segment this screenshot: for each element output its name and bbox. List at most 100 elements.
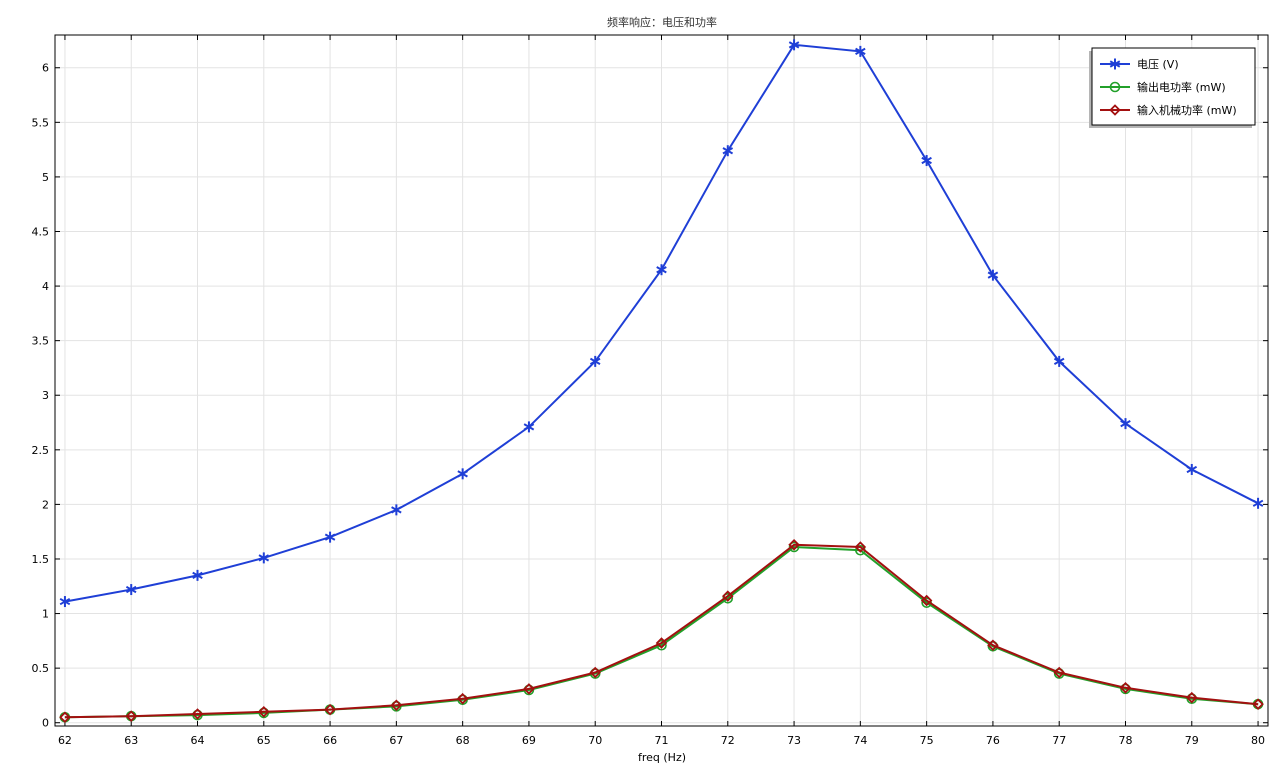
- y-tick-label: 3: [42, 389, 49, 402]
- star-stroke: [391, 506, 402, 514]
- data-point-diamond: [854, 541, 867, 553]
- y-tick-label: 3.5: [32, 335, 50, 348]
- data-point-star: [59, 596, 71, 608]
- data-point-star: [258, 552, 270, 564]
- x-tick-label: 69: [522, 734, 536, 747]
- star-stroke: [788, 41, 800, 49]
- data-point-star: [125, 584, 137, 596]
- y-tick-label: 5: [42, 171, 49, 184]
- x-tick-label: 66: [323, 734, 337, 747]
- data-point-star: [1186, 463, 1198, 475]
- data-point-star: [921, 155, 932, 167]
- y-tick-label: 5.5: [32, 116, 50, 129]
- data-point-circle: [788, 541, 800, 553]
- data-point-diamond: [258, 706, 270, 718]
- x-tick-label: 79: [1185, 734, 1199, 747]
- x-tick-label: 76: [986, 734, 1000, 747]
- chart-title: 频率响应：电压和功率: [607, 15, 717, 29]
- data-point-star: [656, 264, 667, 276]
- data-point-diamond: [1053, 666, 1065, 679]
- data-point-diamond: [59, 711, 71, 724]
- y-tick-label: 4: [42, 280, 49, 293]
- data-point-diamond: [125, 710, 137, 722]
- x-tick-label: 62: [58, 734, 72, 747]
- legend-item: 电压 (V): [1100, 58, 1179, 71]
- y-tick-label: 0.5: [32, 662, 50, 675]
- star-stroke: [1053, 357, 1065, 366]
- x-tick-label: 73: [787, 734, 801, 747]
- series-3: [59, 539, 1264, 724]
- series-line: [64, 543, 1259, 719]
- grid-lines: [55, 35, 1268, 726]
- star-stroke: [192, 571, 203, 579]
- x-tick-label: 77: [1052, 734, 1066, 747]
- x-tick-label: 80: [1251, 734, 1265, 747]
- data-point-star: [1109, 58, 1121, 70]
- y-tick-label: 4.5: [32, 225, 50, 238]
- star-stroke: [457, 470, 468, 478]
- legend-item: 输出电功率 (mW): [1100, 80, 1226, 94]
- data-point-diamond: [456, 692, 469, 705]
- star-stroke: [258, 554, 270, 562]
- data-point-star: [457, 468, 468, 480]
- y-tick-label: 0: [42, 717, 49, 730]
- data-point-star: [589, 355, 601, 367]
- x-tick-label: 74: [853, 734, 867, 747]
- star-stroke: [59, 597, 71, 606]
- star-stroke: [921, 156, 932, 165]
- data-point-diamond: [324, 703, 336, 716]
- data-point-diamond: [722, 590, 734, 602]
- star-stroke: [125, 585, 137, 594]
- x-tick-label: 63: [124, 734, 138, 747]
- data-point-star: [192, 569, 203, 581]
- star-stroke: [523, 423, 535, 431]
- series-line: [64, 545, 1259, 719]
- data-point-star: [1120, 418, 1131, 430]
- x-axis-label: freq (Hz): [638, 751, 686, 764]
- data-point-star: [523, 421, 535, 433]
- y-tick-label: 6: [42, 62, 49, 75]
- star-stroke: [1109, 60, 1121, 68]
- legend: 电压 (V) 输出电功率 (mW) 输入机械功率 (mW): [1089, 47, 1256, 128]
- star-stroke: [1186, 465, 1198, 474]
- data-point-diamond: [390, 699, 403, 712]
- legend-item: 输入机械功率 (mW): [1100, 103, 1237, 117]
- y-tick-label: 1: [42, 608, 49, 621]
- star-stroke: [1120, 420, 1131, 428]
- star-stroke: [987, 271, 999, 279]
- x-axis: 62 63 64 65 66 67 68 69 70 71 72 73 74 75 76 77 78 79 80: [58, 35, 1265, 747]
- y-tick-label: 2: [42, 498, 49, 511]
- y-tick-label: 1.5: [32, 553, 50, 566]
- data-point-diamond: [920, 594, 933, 607]
- x-tick-label: 75: [920, 734, 934, 747]
- data-point-star: [1053, 355, 1065, 367]
- star-stroke: [722, 147, 734, 155]
- data-point-diamond: [1119, 682, 1132, 694]
- data-point-diamond: [191, 708, 204, 720]
- legend-label: 输入机械功率 (mW): [1137, 103, 1237, 117]
- data-point-star: [987, 269, 999, 281]
- series-1: [59, 39, 1264, 608]
- data-point-star: [1252, 497, 1264, 509]
- series-layer: [59, 39, 1264, 724]
- data-point-diamond: [589, 666, 601, 679]
- star-stroke: [324, 533, 336, 541]
- y-axis: 0 0.5 1 1.5 2 2.5 3 3.5 4 4.5 5 5.5 6: [32, 62, 1268, 730]
- data-point-diamond: [523, 683, 535, 695]
- x-tick-label: 70: [588, 734, 602, 747]
- data-point-diamond: [1252, 698, 1264, 710]
- x-tick-label: 67: [389, 734, 403, 747]
- data-point-diamond: [788, 539, 800, 551]
- x-tick-label: 68: [456, 734, 470, 747]
- star-stroke: [1252, 499, 1264, 507]
- data-point-star: [324, 531, 336, 543]
- data-point-diamond: [1109, 104, 1121, 116]
- data-point-star: [722, 145, 734, 157]
- star-stroke: [855, 47, 866, 55]
- star-stroke: [656, 266, 667, 274]
- data-point-star: [855, 45, 866, 57]
- data-point-circle: [1109, 81, 1121, 93]
- legend-label: 电压 (V): [1137, 58, 1179, 71]
- data-point-diamond: [987, 639, 999, 651]
